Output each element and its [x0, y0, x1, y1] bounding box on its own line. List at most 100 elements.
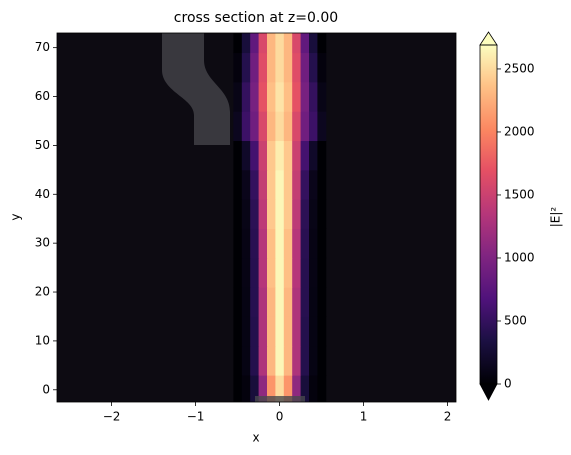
heat-cell	[283, 111, 293, 142]
waveguide-bend	[162, 33, 230, 145]
heat-cell	[292, 228, 302, 259]
y-tick-label: 40	[35, 187, 50, 201]
heat-cell	[241, 228, 251, 259]
heat-cell	[241, 199, 251, 229]
heat-cell	[300, 140, 310, 171]
heat-cell	[292, 111, 302, 142]
heat-cell	[283, 33, 293, 54]
heat-cell	[283, 199, 293, 229]
x-tick-label: 0	[276, 410, 284, 424]
heat-cell	[292, 140, 302, 171]
heat-cell	[317, 169, 327, 200]
heat-cell	[300, 375, 310, 402]
heat-cell	[300, 169, 310, 200]
heat-cell	[283, 287, 293, 317]
heat-cell	[292, 375, 302, 402]
heat-cell	[241, 375, 251, 402]
plot-frame	[56, 32, 457, 403]
heat-cell	[317, 199, 327, 229]
heat-cell	[233, 375, 243, 402]
heat-cell	[267, 345, 276, 376]
heat-cell	[283, 375, 293, 402]
heat-cell	[241, 345, 251, 376]
heat-cell	[233, 287, 243, 317]
colorbar-tick-label: 2000	[504, 124, 535, 138]
colorbar-gradient	[480, 45, 497, 384]
heat-cell	[317, 375, 327, 402]
heat-cell	[292, 287, 302, 317]
heat-cell	[258, 287, 268, 317]
heat-cell	[250, 52, 260, 83]
heatmap	[233, 33, 327, 402]
heat-cell	[241, 81, 251, 112]
heat-cell	[309, 33, 318, 54]
y-tick-label: 60	[35, 89, 50, 103]
heat-cell	[267, 33, 276, 54]
heat-cell	[267, 199, 276, 229]
heat-cell	[309, 375, 318, 402]
heat-cell	[317, 287, 327, 317]
heat-cell	[241, 140, 251, 171]
heat-cell	[241, 169, 251, 200]
heat-cell	[292, 316, 302, 347]
heat-cell	[267, 316, 276, 347]
heat-cell	[267, 375, 276, 402]
x-axis-label: x	[252, 431, 259, 445]
heat-cell	[233, 111, 243, 142]
y-tick-label: 30	[35, 236, 50, 250]
heat-cell	[250, 140, 260, 171]
heat-cell	[292, 257, 302, 288]
heat-cell	[233, 199, 243, 229]
colorbar-tick-label: 0	[504, 377, 512, 391]
heat-cell	[250, 287, 260, 317]
x-tick-label: 2	[444, 410, 452, 424]
y-axis-label: y	[9, 213, 23, 220]
heat-cell	[275, 228, 285, 259]
heat-cell	[233, 316, 243, 347]
heat-cell	[241, 257, 251, 288]
heat-cell	[275, 199, 285, 229]
heat-cell	[250, 257, 260, 288]
heat-cell	[250, 33, 260, 54]
heat-cell	[233, 257, 243, 288]
colorbar-label: |E|²	[549, 207, 563, 228]
heat-cell	[317, 345, 327, 376]
colorbar-frame	[479, 44, 498, 385]
heat-cell	[309, 52, 318, 83]
heat-cell	[258, 52, 268, 83]
heat-cell	[292, 33, 302, 54]
heat-cell	[275, 33, 285, 54]
x-tick-label: 1	[360, 410, 368, 424]
heat-cell	[233, 169, 243, 200]
heat-cell	[292, 52, 302, 83]
heat-cell	[241, 33, 251, 54]
heat-cell	[267, 257, 276, 288]
heat-cell	[233, 345, 243, 376]
heat-cell	[292, 345, 302, 376]
heat-cell	[300, 345, 310, 376]
chart-title: cross section at z=0.00	[174, 10, 338, 26]
heat-cell	[275, 345, 285, 376]
heat-cell	[317, 81, 327, 112]
heat-cell	[292, 169, 302, 200]
colorbar-tick-label: 2500	[504, 61, 535, 75]
y-tick-label: 10	[35, 333, 50, 347]
heat-cell	[292, 199, 302, 229]
heat-cell	[258, 257, 268, 288]
heat-cell	[267, 140, 276, 171]
heat-cell	[317, 228, 327, 259]
heat-cell	[267, 287, 276, 317]
heat-cell	[283, 169, 293, 200]
heat-cell	[250, 345, 260, 376]
heat-cell	[275, 81, 285, 112]
heat-cell	[300, 33, 310, 54]
heat-cell	[241, 316, 251, 347]
heat-cell	[300, 316, 310, 347]
heat-cell	[300, 199, 310, 229]
heat-cell	[241, 52, 251, 83]
heat-cell	[309, 345, 318, 376]
heat-cell	[233, 140, 243, 171]
heat-cell	[233, 33, 243, 54]
heat-cell	[283, 140, 293, 171]
heat-cell	[309, 287, 318, 317]
